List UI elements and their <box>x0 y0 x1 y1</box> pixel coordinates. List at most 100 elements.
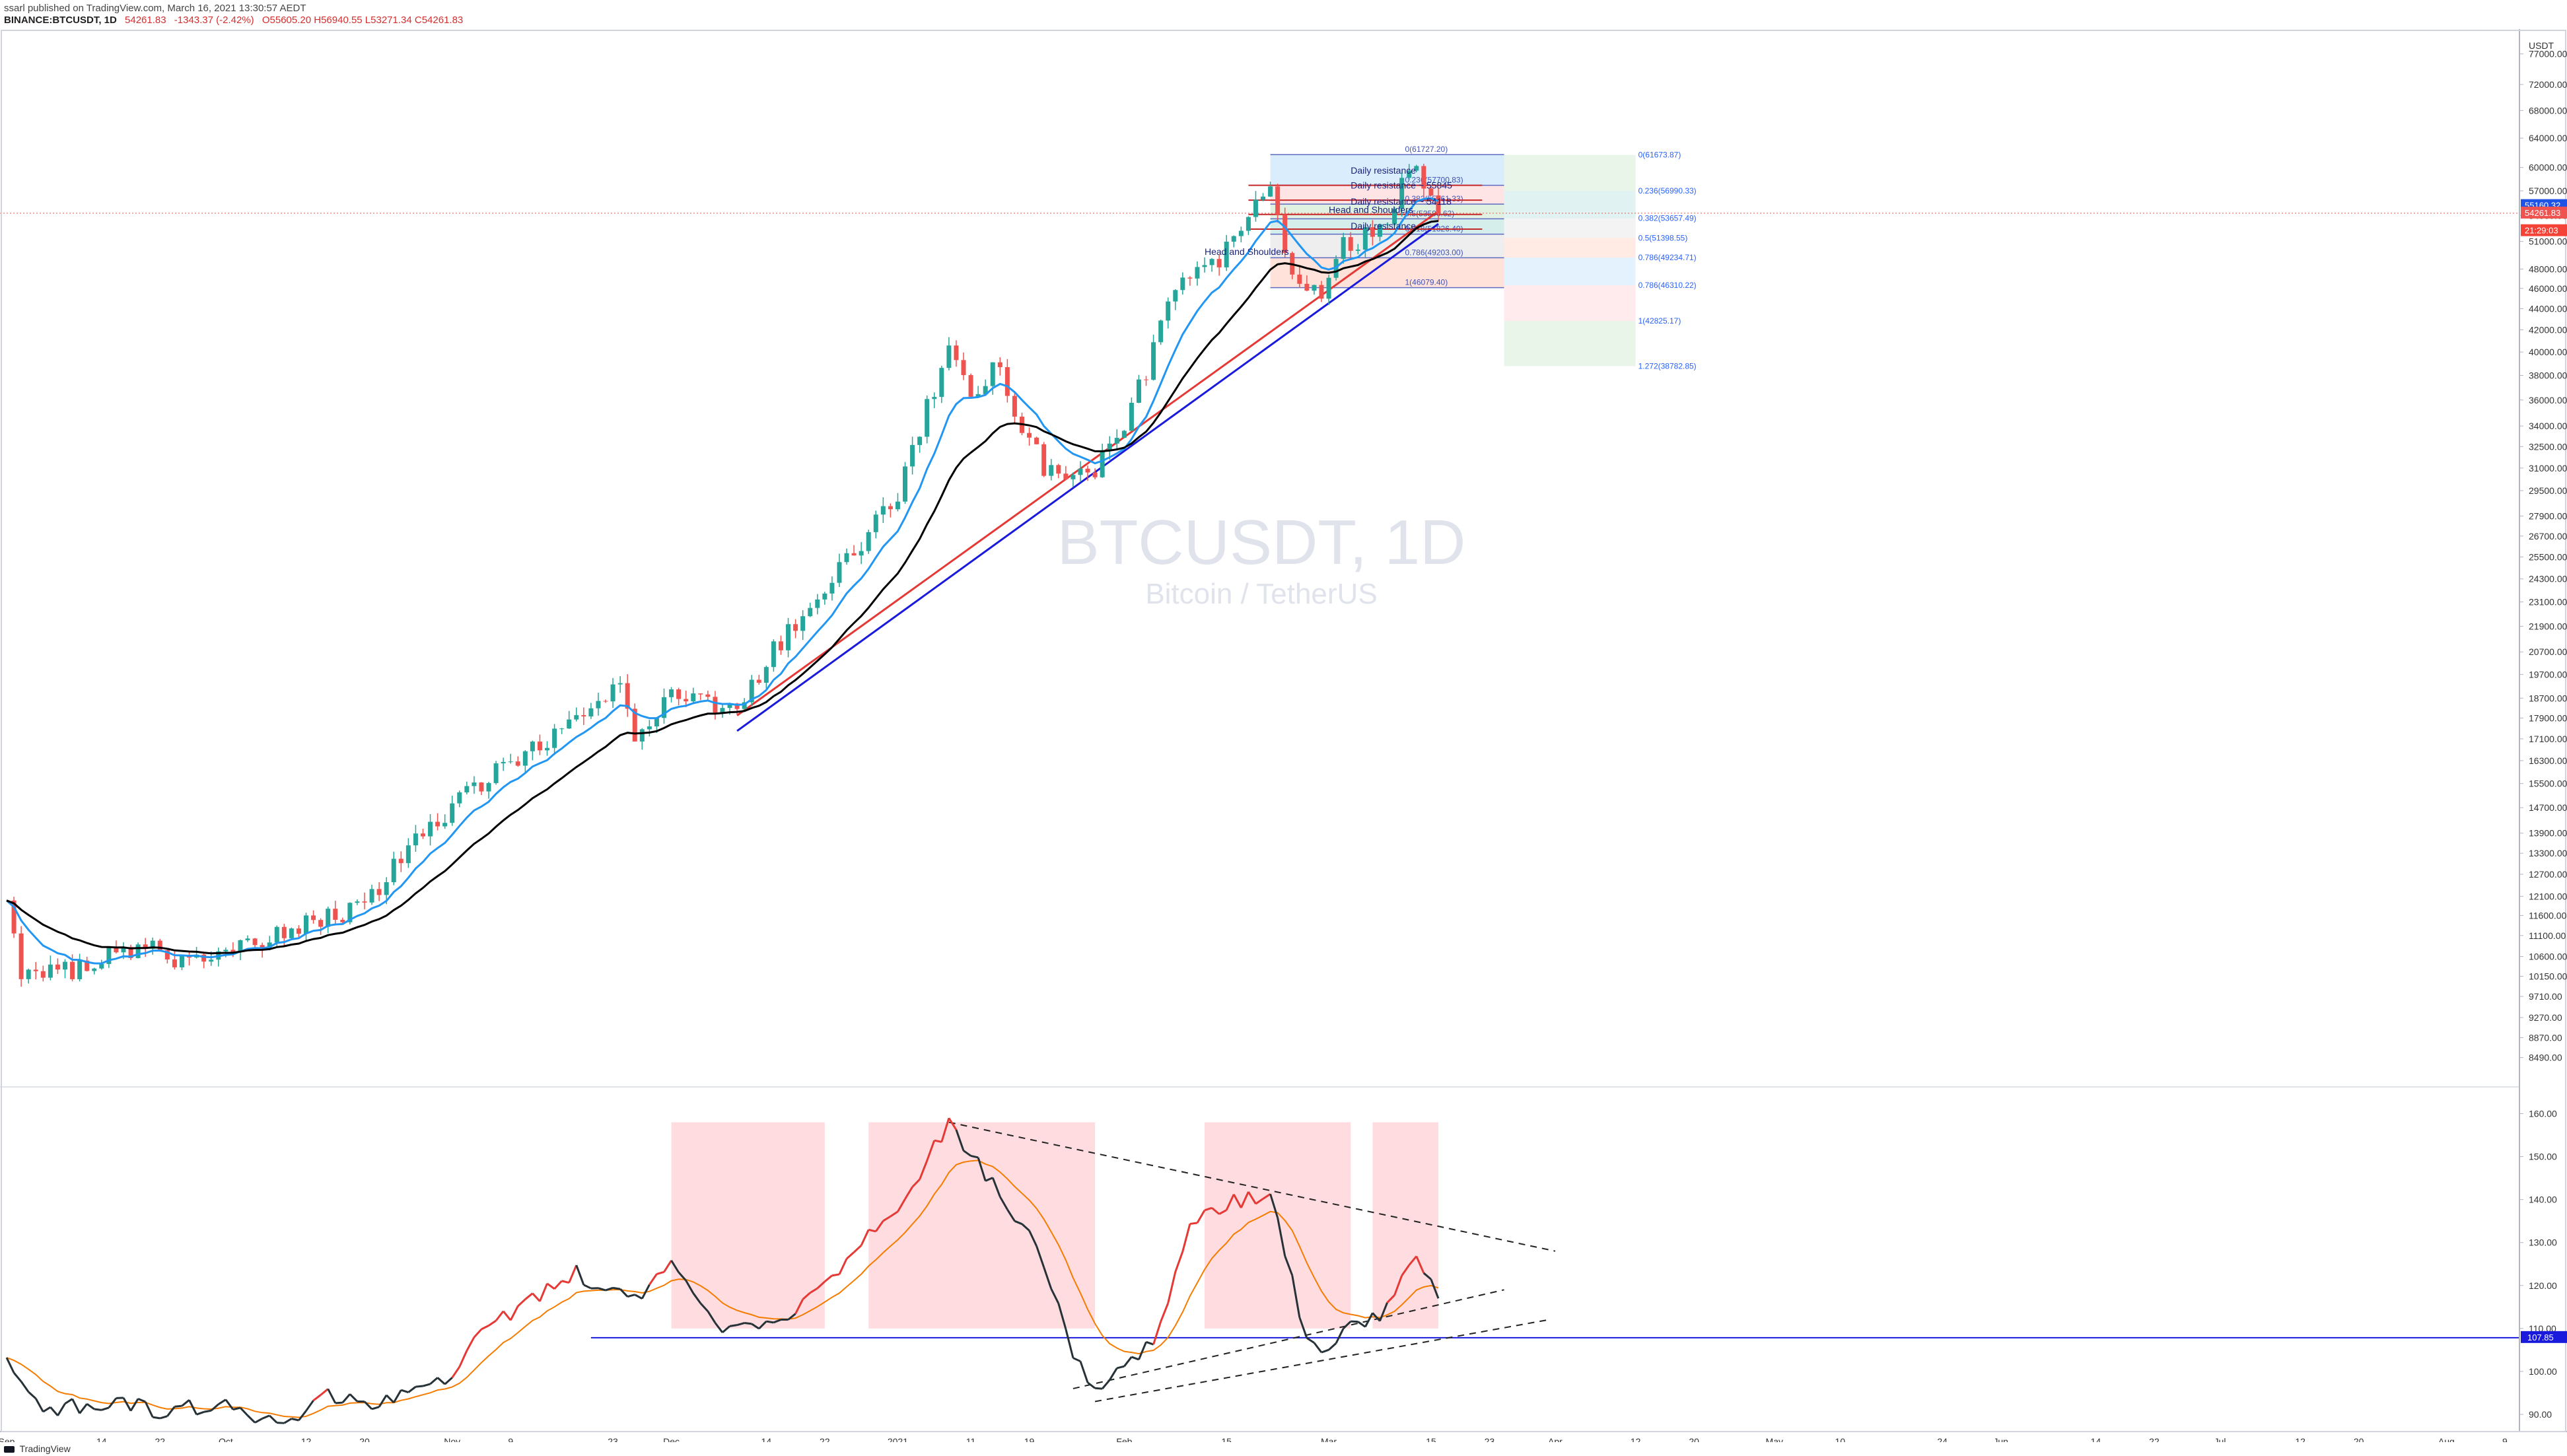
candle-body <box>479 782 484 792</box>
price-axis-tick-label: 27900.00 <box>2529 510 2567 521</box>
currency-label: USDT <box>2529 40 2554 51</box>
time-axis-label: 14 <box>2091 1436 2101 1442</box>
indicator-line-segment <box>1232 1194 1242 1208</box>
indicator-line-segment <box>203 1409 211 1413</box>
candle-body <box>639 729 645 742</box>
indicator-line-segment <box>649 1273 658 1286</box>
watermark-title: BTCUSDT, 1D <box>1057 507 1466 578</box>
time-axis-label: 20 <box>1689 1436 1699 1442</box>
candle-body <box>428 821 433 837</box>
indicator-line-segment <box>392 1389 402 1403</box>
indicator-line-segment <box>860 1229 870 1246</box>
indicator-line-segment <box>890 1210 899 1218</box>
indicator-line-segment <box>305 1400 314 1412</box>
indicator-trend-upper <box>948 1121 1556 1252</box>
indicator-axis-tick-label: 130.00 <box>2529 1237 2557 1248</box>
time-axis-label: Aug <box>2438 1436 2455 1442</box>
indicator-line-segment <box>1006 1208 1016 1222</box>
indicator-axis-tick-label: 160.00 <box>2529 1109 2557 1119</box>
candle-body <box>983 386 988 394</box>
time-axis-label: 10 <box>1835 1436 1846 1442</box>
candle-body <box>11 900 17 934</box>
candle-body <box>932 397 937 399</box>
indicator-axis-tick-label: 90.00 <box>2529 1409 2552 1420</box>
candle-body <box>954 345 959 361</box>
candle-body <box>230 950 236 953</box>
indicator-line-segment <box>838 1258 848 1275</box>
indicator-line-segment <box>1014 1220 1023 1226</box>
indicator-line-segment <box>1291 1275 1301 1318</box>
symbol-label[interactable]: BINANCE:BTCUSDT, 1D <box>4 15 117 26</box>
indicator-line-segment <box>116 1397 124 1399</box>
candle-body <box>1246 217 1251 231</box>
candle-body <box>1377 224 1382 237</box>
candle-body <box>961 360 966 376</box>
candle-body <box>727 703 732 709</box>
candle-body <box>1341 237 1346 260</box>
indicator-line-segment <box>1189 1222 1198 1225</box>
indicator-line-segment <box>225 1399 234 1410</box>
time-axis-label: Feb <box>1116 1436 1132 1442</box>
candle-body <box>610 684 615 702</box>
candle-body <box>946 345 952 368</box>
indicator-signal-line <box>6 1160 1439 1418</box>
candle-body <box>1238 230 1244 236</box>
candle-body <box>179 955 184 967</box>
indicator-line-segment <box>524 1292 534 1300</box>
price-axis-tick-label: 60000.00 <box>2529 162 2567 173</box>
indicator-line-segment <box>1408 1255 1417 1266</box>
indicator-line-segment <box>1343 1321 1352 1329</box>
indicator-line-segment <box>283 1418 293 1424</box>
indicator-line-segment <box>897 1198 906 1212</box>
candle-body <box>844 553 849 563</box>
candle-body <box>800 616 806 631</box>
chart-annotation: Daily resistance ~ 54118 <box>1351 196 1452 207</box>
candle-body <box>552 728 557 748</box>
candle-body <box>1231 236 1236 242</box>
indicator-line-segment <box>386 1394 395 1404</box>
indicator-line-segment <box>423 1383 431 1387</box>
indicator-line-segment <box>809 1287 818 1294</box>
chart-canvas[interactable]: BTCUSDT, 1D Bitcoin / TetherUS 0(61727.2… <box>0 29 2567 1442</box>
candle-body <box>567 719 572 729</box>
indicator-line-segment <box>634 1294 643 1300</box>
candle-body <box>201 954 207 962</box>
fib-level-label: 1(46079.40) <box>1405 278 1448 287</box>
candle-body <box>1012 396 1017 417</box>
candle-body <box>405 845 411 864</box>
indicator-line-segment <box>1269 1193 1279 1218</box>
fib-zone-2 <box>1504 257 1636 286</box>
candle-body <box>238 940 243 953</box>
indicator-line-segment <box>1138 1341 1147 1360</box>
time-axis-label: 15 <box>1426 1436 1436 1442</box>
price-axis-tick-label: 16300.00 <box>2529 755 2567 766</box>
indicator-line-segment <box>627 1294 635 1298</box>
candle-body <box>62 961 67 970</box>
price-axis-tick-label: 24300.00 <box>2529 574 2567 584</box>
indicator-line-segment <box>1211 1207 1220 1215</box>
price-axis-tick-label: 18700.00 <box>2529 693 2567 703</box>
indicator-line-segment <box>853 1244 862 1253</box>
time-axis-label: 19 <box>1024 1436 1035 1442</box>
candle-body <box>515 761 520 766</box>
candle-body <box>786 624 791 650</box>
indicator-line-segment <box>977 1157 987 1181</box>
candle-body <box>172 959 177 967</box>
candle-body <box>55 964 60 970</box>
time-axis-label: 20 <box>359 1436 370 1442</box>
indicator-line-segment <box>532 1292 541 1302</box>
fib-level-label-2: 0.786(46310.22) <box>1638 281 1697 290</box>
indicator-line-segment <box>904 1186 913 1200</box>
candle-body <box>903 466 908 502</box>
candle-body <box>1216 259 1222 267</box>
indicator-line-segment <box>707 1311 717 1324</box>
indicator-line-segment <box>1386 1294 1395 1303</box>
price-axis-tick-label: 10150.00 <box>2529 971 2567 981</box>
candle-body <box>647 726 652 730</box>
indicator-line-segment <box>517 1298 526 1307</box>
candle-body <box>1312 285 1317 291</box>
time-axis-label: 24 <box>1937 1436 1948 1442</box>
candle-body <box>281 926 287 938</box>
candle-body <box>164 950 170 959</box>
indicator-line-segment <box>5 1357 15 1373</box>
